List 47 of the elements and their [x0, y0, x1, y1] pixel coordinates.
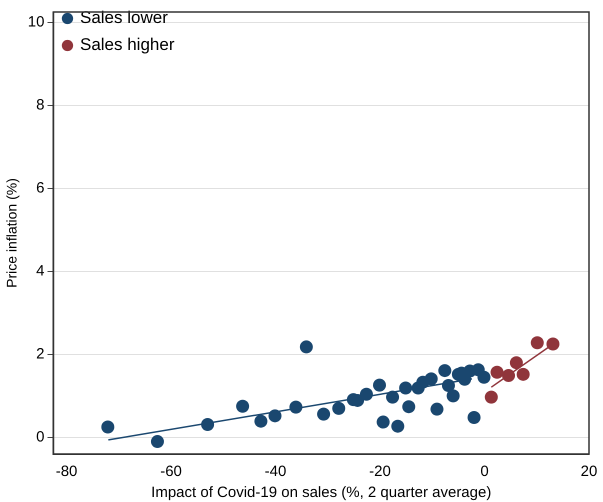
point — [490, 366, 504, 379]
point — [402, 400, 416, 414]
y-axis-title: Price inflation (%) — [3, 178, 20, 288]
point — [268, 409, 282, 422]
point — [477, 370, 490, 384]
point — [150, 435, 164, 448]
x-tick-label: 20 — [580, 463, 598, 480]
point — [101, 420, 114, 434]
x-tick-label: -40 — [264, 463, 286, 480]
point — [468, 410, 481, 424]
point — [510, 356, 523, 370]
point — [516, 368, 530, 381]
point — [442, 379, 455, 392]
y-tick-label: 2 — [36, 346, 44, 363]
x-tick-label: 0 — [480, 463, 489, 480]
point — [502, 369, 516, 382]
x-tick-label: -60 — [160, 463, 182, 480]
y-tick-label: 0 — [36, 428, 44, 446]
point — [332, 402, 346, 415]
point — [530, 336, 544, 350]
x-tick-label: -80 — [56, 463, 78, 480]
point — [424, 372, 438, 386]
point — [376, 416, 390, 429]
point — [386, 390, 400, 404]
point — [236, 400, 250, 413]
point — [438, 364, 452, 378]
point — [446, 389, 460, 402]
point — [289, 400, 302, 414]
y-tick-label: 10 — [28, 14, 44, 31]
point — [372, 378, 386, 392]
point — [300, 340, 313, 354]
point — [391, 420, 404, 433]
point — [360, 388, 373, 401]
legend-label: Sales higher — [80, 35, 175, 54]
point — [254, 414, 268, 428]
y-tick-label: 4 — [36, 262, 44, 280]
point — [317, 408, 330, 421]
point — [546, 338, 560, 351]
x-tick-label: -20 — [369, 463, 391, 480]
point — [201, 418, 214, 432]
point — [430, 402, 444, 416]
point — [484, 390, 498, 404]
y-tick-label: 8 — [36, 96, 44, 114]
x-axis-title: Impact of Covid-19 on sales (%, 2 quarter average) — [151, 484, 492, 502]
y-tick-label: 6 — [36, 180, 44, 197]
legend-label: Sales lower — [80, 8, 168, 28]
point — [399, 382, 412, 395]
